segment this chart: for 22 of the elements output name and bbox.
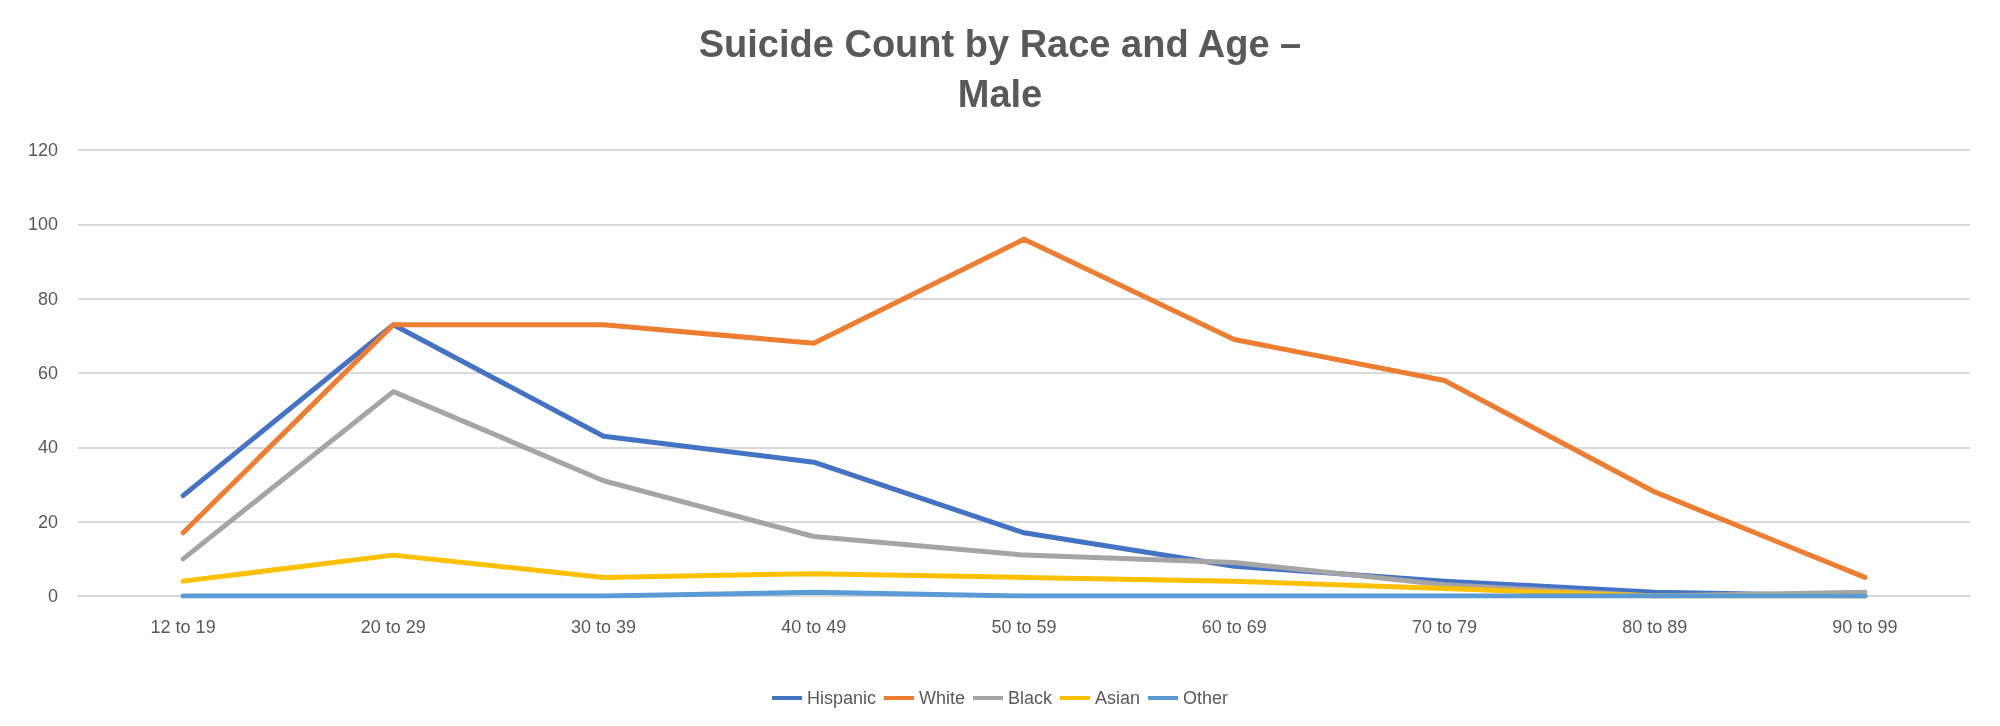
legend-label: Black bbox=[1007, 688, 1054, 708]
x-tick-label: 50 to 59 bbox=[991, 617, 1057, 637]
x-tick-label: 60 to 69 bbox=[1201, 617, 1267, 637]
x-tick-label: 80 to 89 bbox=[1622, 617, 1688, 637]
y-tick-label: 0 bbox=[47, 586, 58, 606]
legend-label: Hispanic bbox=[806, 688, 876, 708]
x-tick-label: 20 to 29 bbox=[360, 617, 426, 637]
y-tick-label: 80 bbox=[37, 288, 58, 309]
x-tick-label: 12 to 19 bbox=[150, 617, 216, 637]
x-tick-label: 90 to 99 bbox=[1832, 617, 1898, 637]
y-tick-label: 60 bbox=[37, 363, 58, 383]
legend-label: Other bbox=[1183, 688, 1229, 708]
x-tick-label: 40 to 49 bbox=[781, 617, 847, 637]
y-tick-label: 20 bbox=[37, 511, 58, 532]
y-tick-label: 120 bbox=[27, 140, 58, 160]
legend-label: Asian bbox=[1095, 688, 1141, 708]
chart-title: Suicide Count by Race and Age – Male bbox=[698, 23, 1302, 115]
y-tick-label: 100 bbox=[27, 214, 58, 235]
x-tick-label: 30 to 39 bbox=[571, 617, 637, 637]
y-tick-label: 40 bbox=[37, 437, 58, 458]
legend-label: White bbox=[918, 688, 965, 708]
x-tick-label: 70 to 79 bbox=[1411, 617, 1477, 637]
